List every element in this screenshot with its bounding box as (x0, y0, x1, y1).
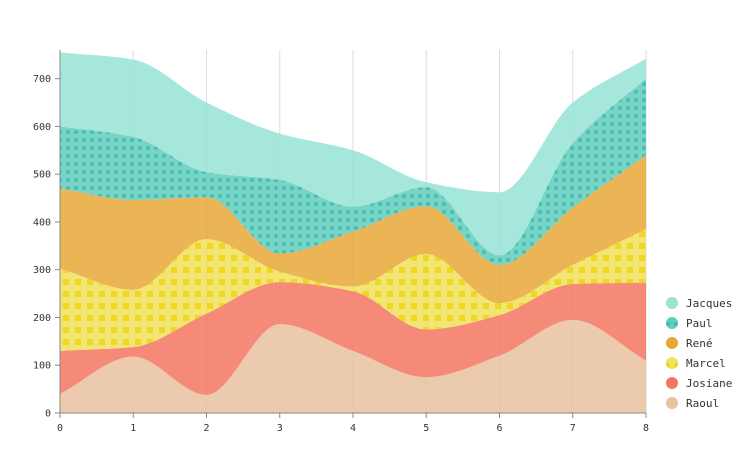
x-tick-label: 1 (130, 423, 136, 434)
legend-label: Paul (686, 317, 713, 330)
legend-item-raoul[interactable]: Raoul (666, 397, 719, 410)
area-raoul[interactable] (60, 319, 646, 413)
area-series-rene[interactable] (60, 155, 646, 304)
y-tick-label: 200 (33, 313, 51, 324)
legend-item-marcel[interactable]: Marcel (666, 357, 726, 370)
legend-label: Jacques (686, 297, 732, 310)
x-tick-label: 5 (423, 423, 429, 434)
legend-label: Marcel (686, 357, 726, 370)
area-series-josiane[interactable] (60, 282, 646, 395)
area-pattern-marcel (60, 229, 646, 351)
y-tick-label: 400 (33, 217, 51, 228)
x-tick-label: 3 (277, 423, 283, 434)
x-tick-label: 8 (643, 423, 649, 434)
y-tick-label: 600 (33, 122, 51, 133)
x-tick-label: 7 (570, 423, 576, 434)
area-jacques[interactable] (60, 52, 646, 256)
area-pattern-paul (60, 78, 646, 265)
x-tick-label: 2 (203, 423, 209, 434)
legend-item-rene[interactable]: René (666, 337, 713, 350)
area-series-paul[interactable] (60, 78, 646, 265)
legend-swatch (666, 377, 678, 389)
area-rene[interactable] (60, 155, 646, 304)
y-tick-label: 100 (33, 361, 51, 372)
areas (60, 52, 646, 413)
legend-label: Raoul (686, 397, 719, 410)
area-josiane[interactable] (60, 282, 646, 395)
y-tick-label: 700 (33, 74, 51, 85)
legend-swatch-pattern (666, 317, 678, 329)
legend-swatch-pattern (666, 357, 678, 369)
x-tick-label: 6 (496, 423, 502, 434)
x-tick-label: 4 (350, 423, 356, 434)
area-series-marcel[interactable] (60, 229, 646, 351)
legend-swatch (666, 397, 678, 409)
legend-swatch (666, 337, 678, 349)
area-series-jacques[interactable] (60, 52, 646, 256)
legend-label: Josiane (686, 377, 732, 390)
y-tick-label: 500 (33, 170, 51, 181)
axes: 0 100 200 300 400 500 600 700 0 1 2 3 4 5 6 7 8 (33, 50, 649, 434)
y-tick-label: 0 (45, 409, 51, 420)
area-series-raoul[interactable] (60, 319, 646, 413)
legend-swatch (666, 297, 678, 309)
legend-item-jacques[interactable]: Jacques (666, 297, 732, 310)
legend-item-paul[interactable]: Paul (666, 317, 713, 330)
legend: Jacques Paul René Marcel Josiane Raoul (666, 297, 732, 410)
y-tick-label: 300 (33, 265, 51, 276)
legend-item-josiane[interactable]: Josiane (666, 377, 732, 390)
legend-label: René (686, 337, 713, 350)
x-tick-label: 0 (57, 423, 63, 434)
